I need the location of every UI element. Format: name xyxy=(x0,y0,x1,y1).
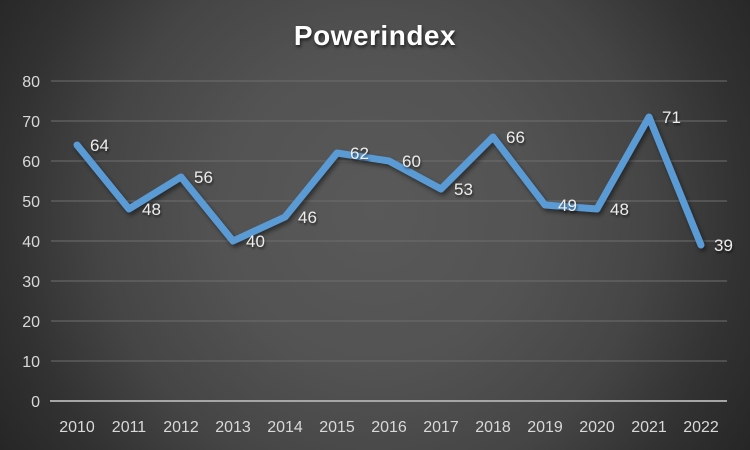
chart-title: Powerindex xyxy=(293,20,457,51)
data-point-label: 53 xyxy=(454,180,473,199)
data-point-label: 66 xyxy=(506,128,525,147)
x-axis-tick-label: 2021 xyxy=(631,419,667,436)
data-point-label: 71 xyxy=(662,108,681,127)
y-axis-tick-label: 60 xyxy=(22,154,40,171)
y-axis-tick-label: 20 xyxy=(22,314,40,331)
x-axis-tick-label: 2018 xyxy=(475,419,511,436)
data-point-label: 64 xyxy=(90,136,109,155)
data-point-label: 48 xyxy=(142,200,161,219)
data-point-label: 56 xyxy=(194,168,213,187)
x-axis-tick-label: 2013 xyxy=(215,419,251,436)
y-axis-tick-label: 0 xyxy=(31,394,40,411)
powerindex-series-line xyxy=(73,113,705,249)
y-axis-tick-label: 30 xyxy=(22,274,40,291)
x-axis-tick-label: 2017 xyxy=(423,419,459,436)
data-point-label: 60 xyxy=(402,152,421,171)
data-point-label: 39 xyxy=(714,236,733,255)
x-axis-tick-label: 2012 xyxy=(163,419,199,436)
data-point-label: 48 xyxy=(610,200,629,219)
data-point-label: 49 xyxy=(558,196,577,215)
y-axis-tick-label: 70 xyxy=(22,114,40,131)
x-axis-tick-label: 2022 xyxy=(683,419,719,436)
x-axis-tick-label: 2010 xyxy=(59,419,95,436)
y-axis-tick-label: 10 xyxy=(22,354,40,371)
x-axis-tick-label: 2015 xyxy=(319,419,355,436)
x-axis-tick-label: 2016 xyxy=(371,419,407,436)
x-axis-tick-label: 2014 xyxy=(267,419,303,436)
y-axis-tick-label: 50 xyxy=(22,194,40,211)
x-axis-tick-label: 2019 xyxy=(527,419,563,436)
data-point-label: 62 xyxy=(350,144,369,163)
data-point-label: 40 xyxy=(246,232,265,251)
x-axis-tick-label: 2020 xyxy=(579,419,615,436)
x-axis-tick-label: 2011 xyxy=(112,419,147,436)
data-point-label: 46 xyxy=(298,208,317,227)
y-axis-tick-label: 80 xyxy=(22,74,40,91)
y-axis-tick-label: 40 xyxy=(22,234,40,251)
